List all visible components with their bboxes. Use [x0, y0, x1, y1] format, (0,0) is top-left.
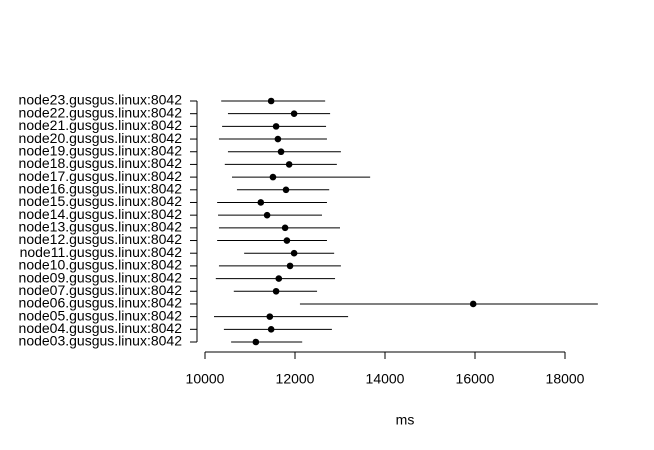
point: [282, 186, 290, 194]
point: [274, 135, 282, 143]
y-tick-label: node06.gusgus.linux:8042: [19, 295, 183, 311]
point: [290, 249, 298, 257]
x-tick-label: 10000: [186, 371, 225, 387]
point: [252, 338, 260, 346]
point: [267, 97, 275, 105]
point: [272, 123, 280, 130]
x-axis-label: ms: [396, 412, 415, 428]
y-tick-label: node23.gusgus.linux:8042: [19, 92, 183, 108]
y-tick-label: node18.gusgus.linux:8042: [19, 155, 183, 171]
point: [269, 173, 277, 181]
y-tick-label: node09.gusgus.linux:8042: [19, 269, 183, 285]
point: [277, 148, 285, 156]
point: [267, 326, 275, 333]
x-tick-label: 14000: [366, 371, 405, 387]
point: [469, 300, 477, 308]
y-tick-label: node15.gusgus.linux:8042: [19, 193, 183, 209]
y-tick-label: node22.gusgus.linux:8042: [19, 104, 183, 120]
point: [281, 224, 289, 232]
y-tick-label: node19.gusgus.linux:8042: [19, 142, 183, 158]
y-tick-label: node07.gusgus.linux:8042: [19, 282, 183, 298]
point: [257, 199, 265, 206]
x-tick-label: 12000: [276, 371, 315, 387]
point: [263, 211, 271, 219]
y-tick-label: node13.gusgus.linux:8042: [19, 219, 183, 235]
y-tick-label: node10.gusgus.linux:8042: [19, 257, 183, 273]
x-tick-label: 16000: [456, 371, 495, 387]
y-tick-label: node03.gusgus.linux:8042: [19, 333, 183, 349]
y-tick-label: node16.gusgus.linux:8042: [19, 180, 183, 196]
point: [275, 275, 283, 282]
point: [286, 262, 294, 270]
y-tick-label: node05.gusgus.linux:8042: [19, 307, 183, 323]
y-tick-label: node14.gusgus.linux:8042: [19, 206, 183, 222]
y-tick-label: node20.gusgus.linux:8042: [19, 130, 183, 146]
y-tick-label: node11.gusgus.linux:8042: [20, 244, 183, 260]
point: [285, 161, 293, 168]
y-tick-label: node17.gusgus.linux:8042: [19, 168, 183, 184]
point: [272, 287, 280, 295]
y-tick-label: node12.gusgus.linux:8042: [19, 231, 183, 247]
y-tick-label: node21.gusgus.linux:8042: [19, 117, 183, 133]
point: [283, 237, 291, 244]
point: [290, 110, 298, 117]
point: [266, 313, 274, 320]
y-tick-label: node04.gusgus.linux:8042: [19, 320, 183, 336]
x-tick-label: 18000: [546, 371, 585, 387]
